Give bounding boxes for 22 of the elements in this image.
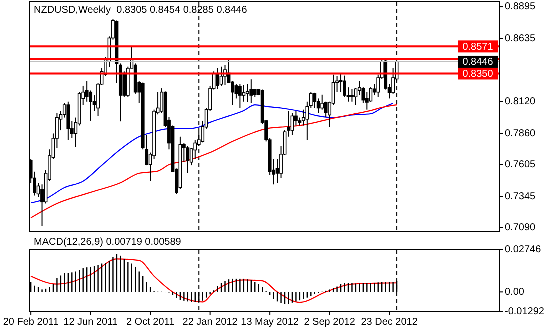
x-tick-label: 23 Dec 2012	[361, 317, 418, 328]
y-tick-label: 0.8635	[505, 33, 536, 44]
x-tick-label: 13 May 2012	[241, 317, 300, 328]
y-tick-label: 0.7345	[505, 191, 536, 202]
y-tick-label: 0.00	[505, 286, 525, 298]
ref-line-label: 0.8571	[462, 42, 494, 53]
y-tick-label: 0.02746	[505, 244, 542, 256]
x-tick-label: 20 Feb 2011	[3, 317, 60, 328]
y-tick-label: 0.8120	[505, 96, 536, 108]
ref-line-label: 0.8446	[462, 57, 494, 68]
chart-title: NZDUSD,Weekly 0.8305 0.8454 0.8285 0.8446	[34, 5, 248, 16]
chart-title: MACD(12,26,9) 0.00719 0.00589	[34, 237, 182, 248]
y-tick-label: 0.7090	[505, 222, 536, 234]
x-tick-label: 2 Sep 2012	[304, 317, 356, 328]
x-tick-label: 22 Jan 2012	[182, 317, 238, 328]
y-tick-label: 0.7860	[505, 128, 536, 140]
y-tick-label: -0.01292	[505, 306, 545, 318]
x-tick-label: 2 Oct 2011	[126, 317, 176, 328]
x-tick-label: 12 Jun 2011	[64, 317, 118, 328]
y-tick-label: 0.8895	[505, 2, 536, 13]
y-tick-label: 0.7605	[505, 160, 536, 171]
ref-line-label: 0.8350	[462, 68, 494, 80]
